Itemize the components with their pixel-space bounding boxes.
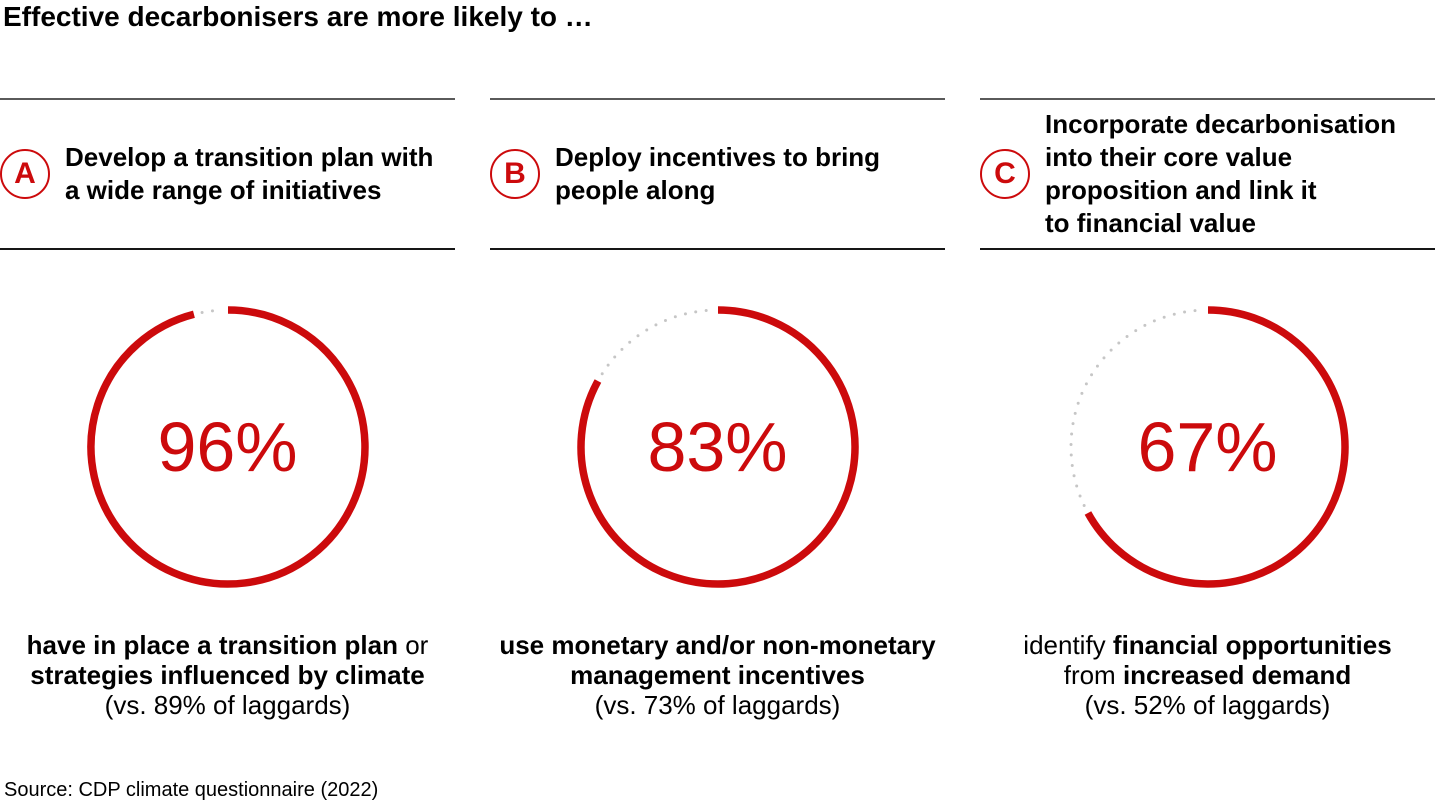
column-c-heading: Incorporate decarbonisation into their c…: [1045, 109, 1397, 238]
donut-chart-c: 67%: [1063, 302, 1353, 592]
donut-value-label-c: 67%: [1137, 408, 1278, 486]
column-a-top-divider: [0, 98, 455, 100]
column-c-bottom-divider: [980, 248, 1435, 250]
badge-b: B: [490, 149, 540, 199]
column-a-heading: Develop a transition plan with a wide ra…: [65, 142, 434, 205]
badge-b-letter: B: [504, 157, 526, 190]
column-c-header: C Incorporate decarbonisation into their…: [980, 100, 1435, 248]
donut-ring-a: [86, 306, 369, 588]
column-b-heading: Deploy incentives to bring people along: [555, 142, 881, 205]
column-b-header: B Deploy incentives to bring people alon…: [490, 100, 945, 248]
column-b-top-divider: [490, 98, 945, 100]
columns-container: A Develop a transition plan with a wide …: [0, 98, 1435, 720]
column-b-bottom-divider: [490, 248, 945, 250]
donut-ring-c: [1069, 306, 1349, 588]
badge-c-letter: C: [994, 157, 1016, 190]
column-c-caption: identify financial opportunities from inc…: [1023, 630, 1392, 720]
donut-value-label-a: 96%: [157, 408, 298, 486]
column-c: C Incorporate decarbonisation into their…: [980, 98, 1435, 720]
column-b: B Deploy incentives to bring people alon…: [490, 98, 945, 720]
column-a-bottom-divider: [0, 248, 455, 250]
donut-ring-b: [576, 306, 859, 588]
donut-chart-a: 96%: [83, 302, 373, 592]
column-c-top-divider: [980, 98, 1435, 100]
badge-a: A: [0, 149, 50, 199]
column-b-caption: use monetary and/or non-monetary manageme…: [499, 630, 936, 720]
badge-c: C: [980, 149, 1030, 199]
column-a: A Develop a transition plan with a wide …: [0, 98, 455, 720]
page-title: Effective decarbonisers are more likely …: [3, 1, 593, 32]
column-a-header: A Develop a transition plan with a wide …: [0, 100, 455, 248]
donut-value-label-b: 83%: [647, 408, 788, 486]
column-a-caption: have in place a transition plan or strate…: [26, 630, 429, 720]
badge-a-letter: A: [14, 157, 36, 190]
donut-chart-b: 83%: [573, 302, 863, 592]
source-note: Source: CDP climate questionnaire (2022): [4, 779, 379, 801]
